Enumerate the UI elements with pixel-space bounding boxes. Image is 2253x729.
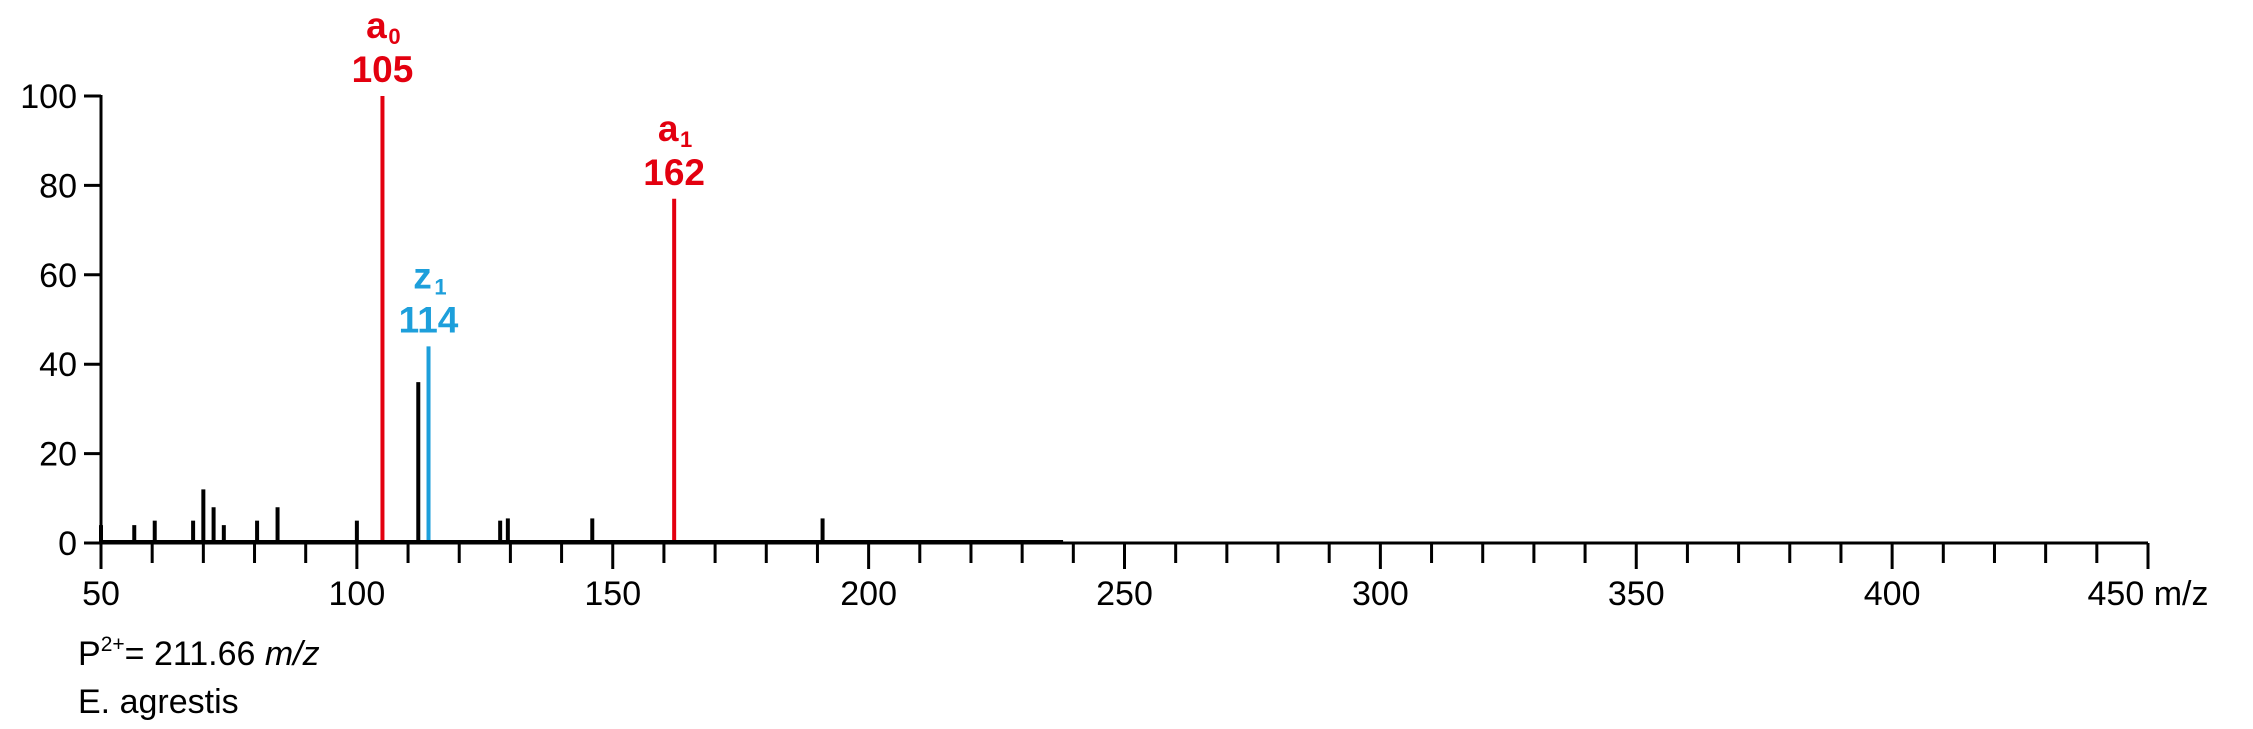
y-tick-label: 100 <box>20 78 77 116</box>
y-ticks <box>84 94 101 545</box>
precursor-unit: m/z <box>264 635 320 673</box>
x-tick-label: 450 m/z <box>2088 575 2209 613</box>
x-tick-label: 300 <box>1352 575 1409 613</box>
precursor-charge: 2+ <box>100 633 125 656</box>
x-tick-label: 400 <box>1864 575 1921 613</box>
peaks <box>99 96 825 543</box>
x-tick-label: 100 <box>329 575 386 613</box>
peak-ion-label: z <box>413 255 432 296</box>
peak-mz-label: 114 <box>399 299 459 340</box>
peak-mz-label: 162 <box>643 152 705 193</box>
x-tick-label: 350 <box>1608 575 1665 613</box>
x-minor-ticks <box>150 543 2099 563</box>
x-tick-label: 50 <box>82 575 120 613</box>
y-tick-label: 20 <box>39 436 77 474</box>
peak-mz-label: 105 <box>352 49 414 90</box>
peak-ion-subscript: 0 <box>388 24 400 49</box>
precursor-value: = 211.66 <box>124 635 265 673</box>
y-tick-label: 80 <box>39 167 77 205</box>
x-tick-labels: 50 100 150 200 250 300 350 400 450 m/z <box>82 575 2208 613</box>
x-tick-label: 200 <box>840 575 897 613</box>
precursor-info: P2+= 211.66 m/z <box>78 633 320 674</box>
x-tick-label: 250 <box>1096 575 1153 613</box>
peak-ion-label: a <box>658 108 679 149</box>
peak-ion-subscript: 1 <box>680 127 692 152</box>
peak-ion-subscript: 1 <box>434 274 446 299</box>
x-tick-label: 150 <box>584 575 641 613</box>
y-tick-label: 40 <box>39 346 77 384</box>
species-name: E. agrestis <box>78 683 239 721</box>
x-major-ticks <box>99 543 2150 569</box>
y-tick-label: 60 <box>39 257 77 295</box>
peak-ion-label: a <box>366 5 387 46</box>
y-tick-label: 0 <box>58 525 77 563</box>
y-tick-labels: 0 20 40 60 80 100 <box>20 78 77 563</box>
precursor-prefix: P <box>78 635 101 673</box>
